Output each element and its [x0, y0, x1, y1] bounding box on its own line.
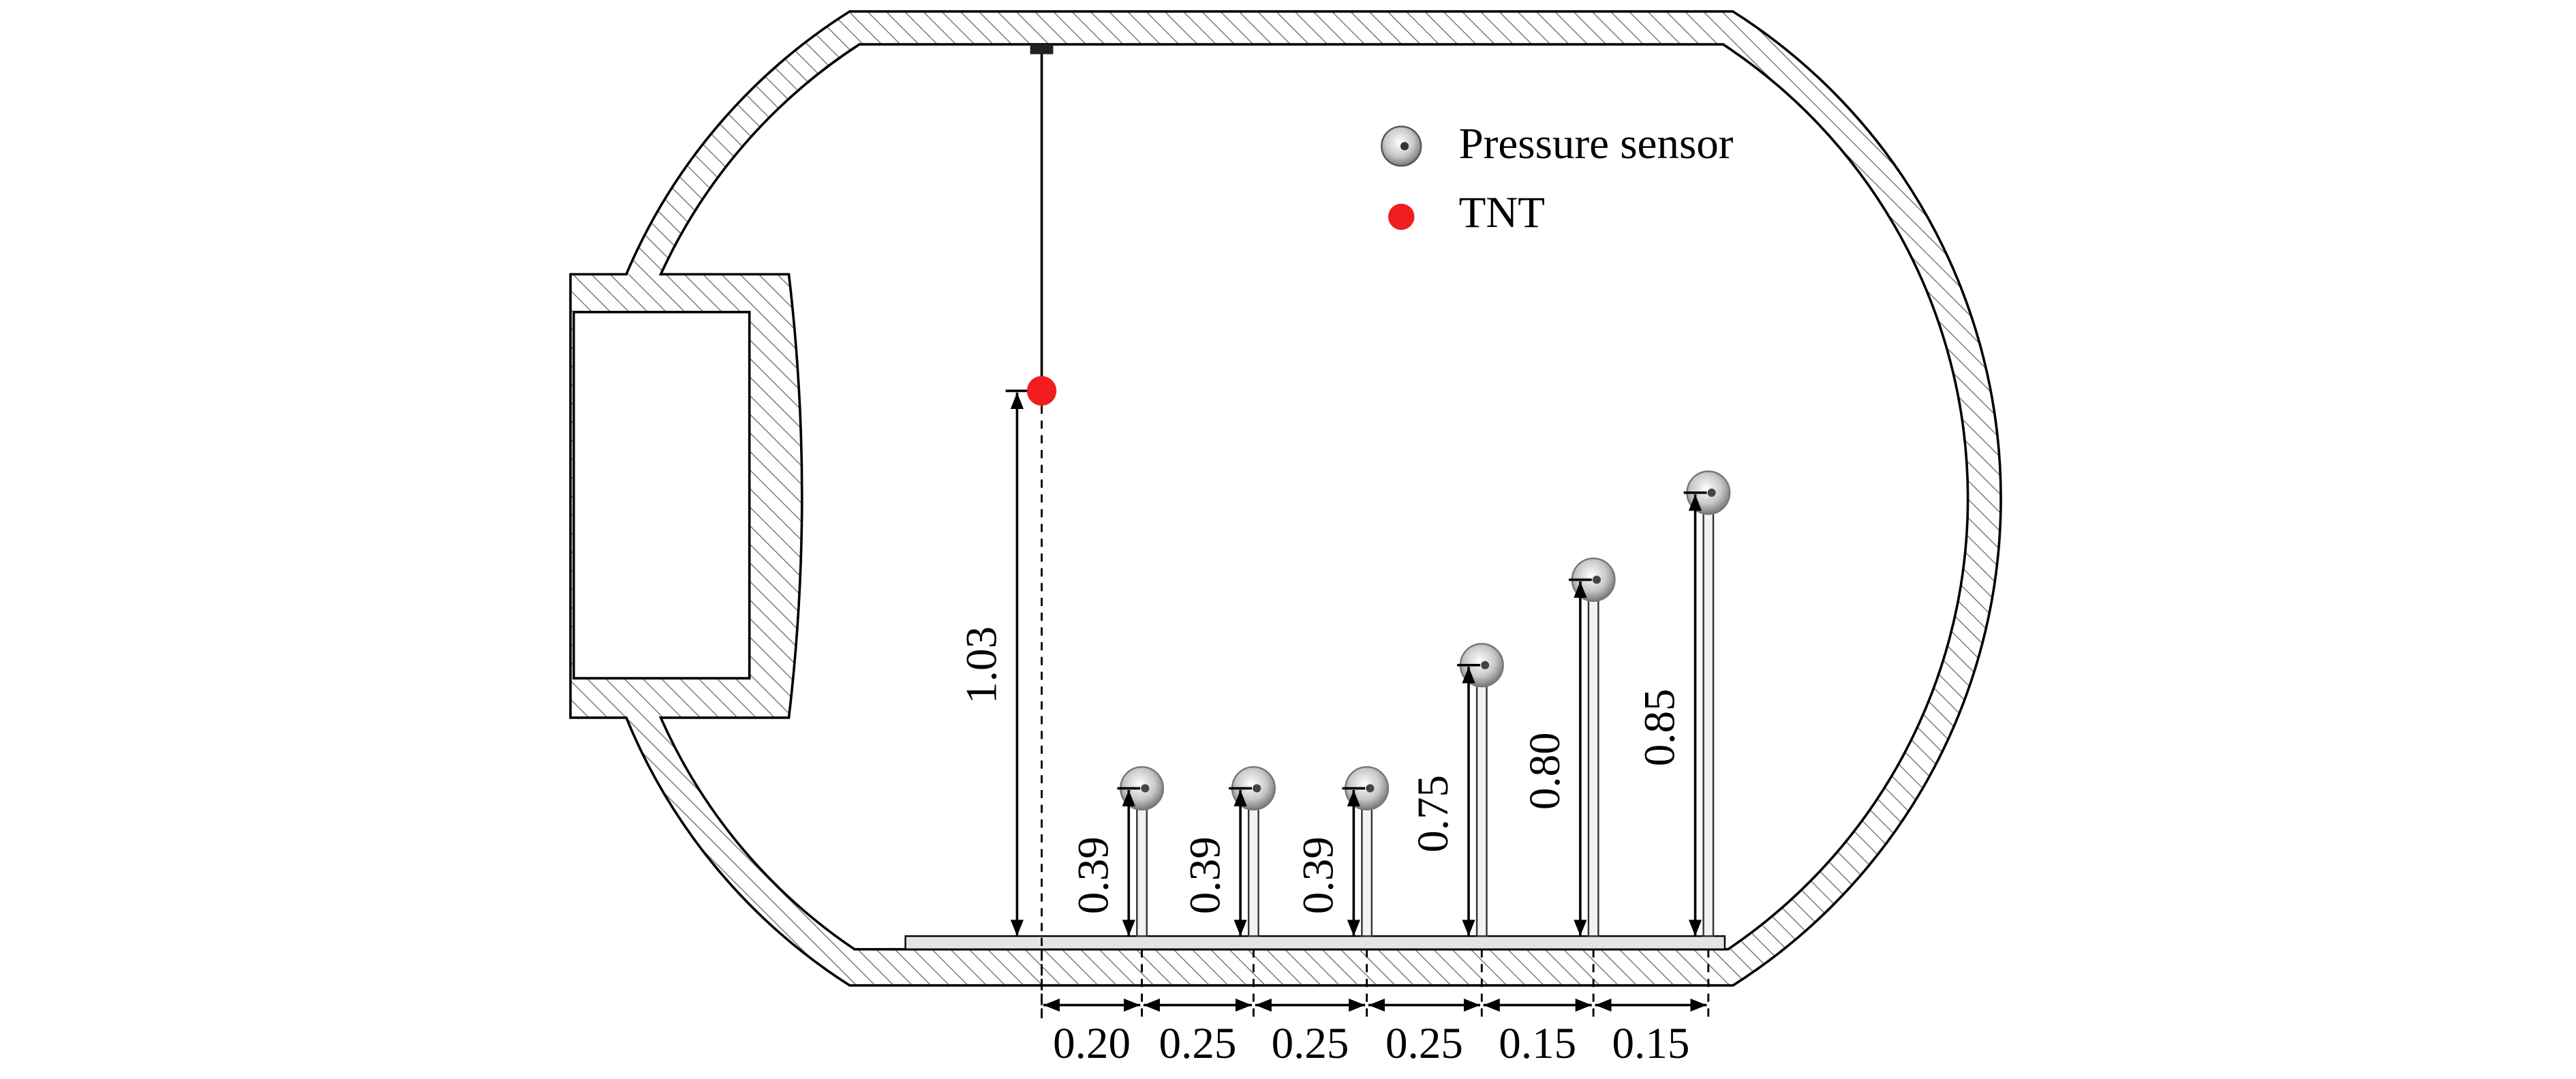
- sensor-height-label: 0.39: [1180, 836, 1229, 914]
- sensor-height-label: 0.39: [1294, 836, 1343, 914]
- sensor-dot: [1366, 784, 1375, 793]
- legend-sensor-dot: [1400, 142, 1409, 151]
- floor-plate: [904, 935, 1726, 950]
- spacing-label: 0.25: [1159, 1019, 1237, 1068]
- sensor-dot: [1253, 784, 1261, 793]
- sensor-pole: [1702, 491, 1715, 937]
- spacing-label: 0.25: [1385, 1019, 1463, 1068]
- tnt-charge: [1026, 376, 1057, 406]
- legend: Pressure sensor TNT: [1381, 119, 1734, 237]
- chamber-wall: [569, 10, 2002, 987]
- spacing-label: 0.15: [1612, 1019, 1690, 1068]
- sensor-height-label: 0.75: [1409, 775, 1458, 853]
- spacing-label: 0.20: [1053, 1019, 1131, 1068]
- sensor-pole: [1247, 787, 1259, 937]
- sensor-pole: [1475, 664, 1488, 937]
- hanger: [1030, 44, 1054, 55]
- spacing-label: 0.25: [1272, 1019, 1349, 1068]
- tnt-height-label: 1.03: [957, 626, 1007, 704]
- legend-tnt-icon: [1387, 203, 1415, 230]
- legend-sensor-label: Pressure sensor: [1459, 119, 1734, 168]
- sensor-dot: [1707, 488, 1716, 497]
- sensor-dot: [1141, 784, 1150, 793]
- sensor-pole: [1587, 579, 1599, 937]
- sensor-height-label: 0.39: [1069, 836, 1118, 914]
- sensor-pole: [1136, 787, 1148, 937]
- sensor-pole: [1361, 787, 1373, 937]
- sensor-dot: [1592, 575, 1601, 584]
- sensor-height-label: 0.85: [1636, 688, 1685, 766]
- sensor-dot: [1481, 660, 1490, 669]
- legend-tnt-label: TNT: [1459, 188, 1545, 237]
- spacing-label: 0.15: [1499, 1019, 1576, 1068]
- sensor-height-label: 0.80: [1520, 732, 1569, 810]
